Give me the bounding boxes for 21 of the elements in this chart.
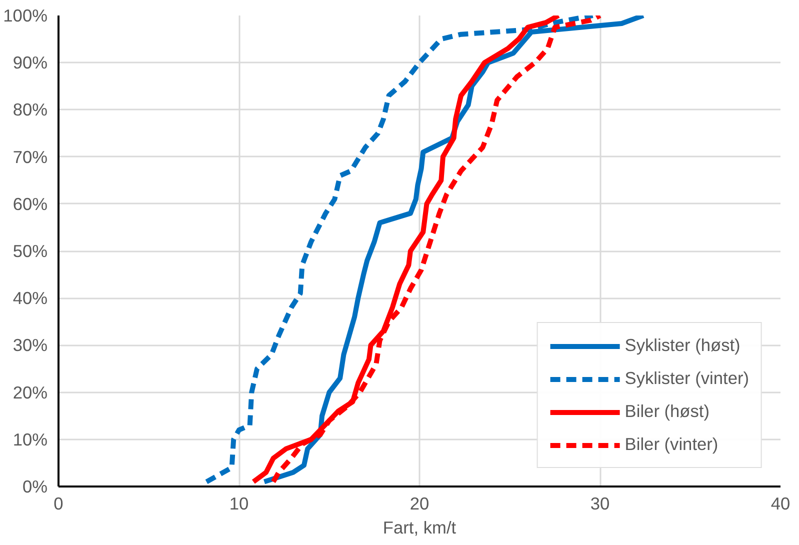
legend-label: Biler (vinter) [624, 434, 718, 455]
x-tick-label: 0 [54, 494, 64, 514]
y-tick-label: 30% [12, 335, 48, 356]
y-tick-label: 0% [22, 476, 48, 496]
y-tick-label: 90% [12, 52, 48, 73]
x-tick-label: 10 [229, 494, 249, 514]
x-tick-label: 30 [590, 494, 610, 514]
y-tick-label: 100% [3, 6, 48, 26]
y-tick-label: 40% [12, 288, 48, 308]
y-tick-label: 70% [12, 146, 48, 167]
y-tick-label: 10% [12, 429, 48, 450]
y-tick-label: 20% [12, 382, 48, 402]
legend-label: Syklister (høst) [624, 335, 740, 356]
y-tick-label: 50% [12, 241, 48, 261]
legend-label: Biler (høst) [624, 401, 710, 422]
y-tick-label: 80% [12, 100, 48, 120]
x-tick-label: 40 [770, 494, 790, 514]
y-tick-label: 60% [12, 194, 48, 214]
x-tick-label: 20 [410, 494, 430, 514]
x-axis-title: Fart, km/t [382, 518, 456, 538]
legend-label: Syklister (vinter) [624, 368, 749, 389]
